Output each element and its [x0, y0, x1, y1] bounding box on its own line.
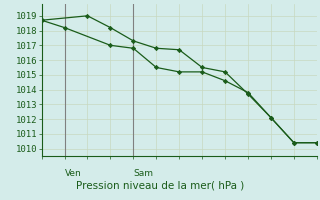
Text: Sam: Sam: [133, 169, 153, 178]
Text: Pression niveau de la mer( hPa ): Pression niveau de la mer( hPa ): [76, 180, 244, 190]
Text: Ven: Ven: [65, 169, 81, 178]
